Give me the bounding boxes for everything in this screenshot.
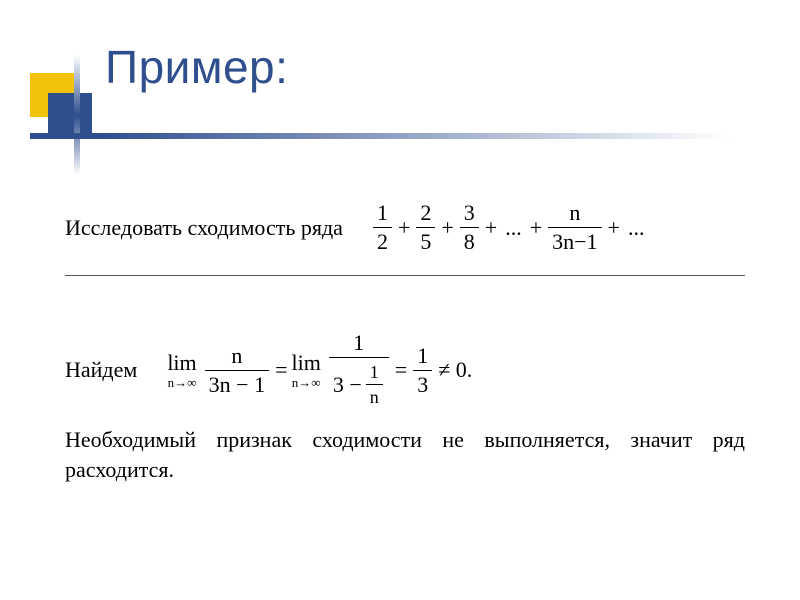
limit-result: 1 3 (413, 343, 432, 398)
task-prompt: Исследовать сходимость ряда (65, 215, 343, 241)
ellipsis: ... (505, 217, 522, 239)
series-term-1: 1 2 (373, 200, 392, 255)
ellipsis: ... (628, 217, 645, 239)
separator-line (65, 275, 745, 276)
series-term-3: 3 8 (460, 200, 479, 255)
plus-icon: + (530, 217, 542, 239)
series-general-term: n 3n−1 (548, 200, 601, 255)
plus-icon: + (485, 217, 497, 239)
slide: Пример: Исследовать сходимость ряда 1 2 … (0, 0, 800, 600)
slide-title: Пример: (105, 40, 288, 94)
task-row: Исследовать сходимость ряда 1 2 + 2 5 + … (65, 200, 745, 255)
limit-step2: 1 3 − 1 n (329, 330, 389, 410)
equals-icon: = (275, 359, 287, 381)
limit-expression: lim n→∞ n 3n − 1 = lim n→∞ 1 3 − 1 (167, 330, 476, 410)
slide-body: Исследовать сходимость ряда 1 2 + 2 5 + … (65, 200, 745, 255)
neq-zero: ≠ 0. (438, 359, 472, 381)
solution-row: Найдем lim n→∞ n 3n − 1 = lim n→∞ 1 3 − (65, 330, 476, 410)
limit-1: lim n→∞ (167, 352, 196, 389)
nested-fraction: 1 n (366, 361, 383, 408)
plus-icon: + (608, 217, 620, 239)
decor-vertical-bar (74, 55, 80, 175)
series-expression: 1 2 + 2 5 + 3 8 + ... + (371, 200, 649, 255)
plus-icon: + (441, 217, 453, 239)
plus-icon: + (398, 217, 410, 239)
limit-step1: n 3n − 1 (205, 343, 269, 398)
equals-icon: = (395, 359, 407, 381)
limit-2: lim n→∞ (292, 352, 321, 389)
decor-horizontal-bar (30, 133, 730, 139)
solution-lead: Найдем (65, 357, 137, 383)
series-term-2: 2 5 (416, 200, 435, 255)
decor-square-blue (48, 93, 92, 137)
conclusion-text: Необходимый признак сходимости не выполн… (65, 425, 745, 484)
